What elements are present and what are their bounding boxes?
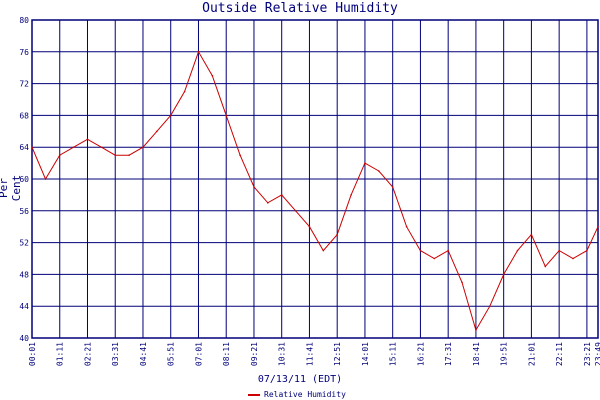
- x-tick-label: 03:31: [111, 342, 120, 366]
- legend: Relative Humidity: [248, 390, 346, 399]
- x-tick-label: 09:21: [250, 342, 259, 366]
- data-point: [31, 146, 33, 148]
- x-tick-label: 00:01: [28, 342, 37, 366]
- data-point: [530, 233, 533, 236]
- x-tick-label: 15:11: [389, 342, 398, 366]
- data-point: [294, 210, 297, 212]
- data-point: [378, 170, 380, 172]
- data-point: [308, 225, 311, 228]
- y-tick-label: 56: [19, 207, 29, 216]
- x-tick-label: 04:41: [139, 342, 148, 366]
- x-tick-label: 07:01: [194, 342, 203, 366]
- data-point: [461, 281, 463, 284]
- data-point: [169, 114, 172, 117]
- data-point: [502, 273, 505, 276]
- x-tick-label: 18:41: [472, 342, 481, 366]
- y-tick-label: 68: [19, 111, 29, 120]
- x-tick-label: 01:11: [56, 342, 65, 366]
- series-line: [31, 50, 599, 332]
- x-tick-label: 23:49: [594, 342, 600, 366]
- data-point: [267, 202, 269, 204]
- data-point: [58, 154, 61, 156]
- data-point: [597, 225, 599, 228]
- data-point: [516, 249, 519, 252]
- data-point: [156, 130, 158, 133]
- data-point: [405, 225, 408, 228]
- data-point: [350, 194, 352, 196]
- y-tick-label: 72: [19, 80, 29, 89]
- data-point: [100, 146, 103, 148]
- x-tick-label: 11:41: [305, 342, 314, 366]
- data-point: [586, 249, 588, 252]
- legend-label: Relative Humidity: [264, 390, 346, 399]
- x-tick-label: 08:11: [222, 342, 231, 366]
- plot-frame: [31, 19, 599, 339]
- legend-swatch: [248, 393, 260, 396]
- data-point: [475, 329, 477, 331]
- x-tick-label: 23:21: [583, 342, 592, 366]
- data-point: [572, 257, 574, 260]
- y-tick-label: 76: [19, 48, 29, 57]
- y-tick-label: 44: [19, 302, 29, 311]
- x-tick-label: 21:01: [527, 342, 536, 366]
- x-tick-label: 14:01: [361, 342, 370, 366]
- y-tick-label: 80: [19, 16, 29, 25]
- chart-title: Outside Relative Humidity: [202, 1, 398, 16]
- data-point: [544, 265, 547, 268]
- data-point: [364, 162, 366, 164]
- data-point: [183, 90, 186, 93]
- data-point: [211, 74, 214, 77]
- data-point: [488, 305, 491, 308]
- y-tick-label: 48: [19, 270, 29, 279]
- y-tick-label: 52: [19, 239, 29, 248]
- x-tick-label: 05:51: [167, 342, 176, 366]
- data-point: [558, 249, 560, 252]
- data-point: [128, 154, 130, 156]
- x-tick-label: 02:21: [83, 342, 92, 366]
- y-tick-label: 64: [19, 143, 29, 152]
- data-point: [239, 154, 241, 156]
- data-point: [419, 249, 422, 252]
- y-axis-label: Per Cent: [0, 174, 23, 202]
- data-point: [114, 154, 117, 156]
- data-point: [142, 146, 144, 148]
- x-tick-label: 17:31: [444, 342, 453, 366]
- x-tick-label: 10:31: [278, 342, 287, 366]
- y-tick-label: 60: [19, 175, 29, 184]
- x-tick-label: 19:51: [500, 342, 509, 366]
- data-point: [447, 249, 449, 252]
- data-point: [86, 138, 89, 141]
- x-tick-label: 12:51: [333, 342, 342, 366]
- data-point: [433, 257, 436, 260]
- data-point: [280, 194, 283, 196]
- data-point: [197, 51, 200, 53]
- data-point: [253, 186, 255, 188]
- data-point: [322, 249, 325, 252]
- y-tick-label: 40: [19, 334, 29, 343]
- x-tick-label: 16:21: [416, 342, 425, 366]
- data-point: [391, 186, 394, 188]
- x-axis-label: 07/13/11 (EDT): [257, 374, 343, 385]
- data-point: [336, 233, 338, 236]
- x-tick-label: 22:11: [555, 342, 564, 366]
- data-point: [72, 146, 75, 148]
- data-point: [44, 178, 47, 180]
- data-point: [225, 114, 228, 117]
